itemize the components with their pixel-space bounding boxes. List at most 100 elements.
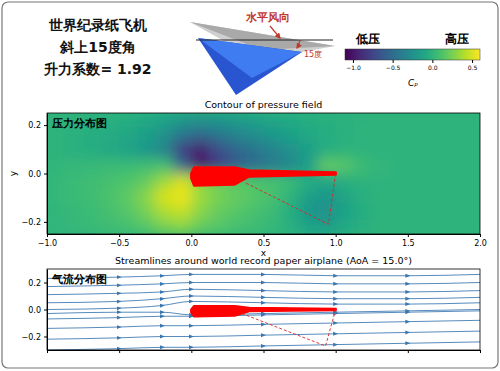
heatmap-cell (191, 204, 210, 220)
heatmap-cell (462, 204, 480, 220)
heatmap-cell (300, 143, 319, 159)
heatmap-cell (137, 219, 156, 234)
tick: 0.2 (28, 121, 47, 130)
tick-label: −1.0 (38, 239, 57, 248)
tick-label: −1.0 (346, 64, 361, 71)
plot-frame (47, 113, 480, 234)
tick-mark (119, 234, 120, 237)
heatmap-cell (282, 204, 301, 220)
heatmap-cell (462, 174, 480, 190)
heatmap-cell (282, 128, 301, 144)
heatmap-cell (336, 219, 355, 234)
heatmap-cell (173, 128, 192, 144)
heatmap-cell (137, 128, 156, 144)
heatmap-cell (65, 128, 84, 144)
tick: 0.0 (28, 170, 47, 179)
axis: −0.20.00.2 (22, 270, 48, 351)
heatmap-cell (119, 128, 138, 144)
tick-mark (353, 60, 354, 63)
heatmap-cell (462, 189, 480, 205)
heatmap-cell (101, 143, 120, 159)
heatmap-cell (119, 143, 138, 159)
heatmap-cell (300, 128, 319, 144)
heatmap-cell (191, 219, 210, 234)
airplane (191, 306, 335, 316)
heatmap-cell (354, 128, 373, 144)
heatmap-cell (390, 128, 409, 144)
tick: 0.5 (468, 60, 478, 71)
heatmap-cell (264, 204, 283, 220)
colorbar-high-label: 高压 (445, 32, 469, 46)
heatmap-cell (47, 128, 66, 144)
heatmap-cell (372, 158, 391, 174)
heatmap-cell (462, 113, 480, 129)
heatmap-cell (191, 128, 210, 144)
heatmap-cell (101, 158, 120, 174)
tick: −0.2 (22, 333, 47, 342)
tick (264, 350, 265, 353)
heatmap-cell (336, 128, 355, 144)
heatmap-cell (408, 113, 427, 129)
heatmap-cell (390, 113, 409, 129)
axis-line (346, 60, 481, 61)
tick: 0.5 (258, 234, 271, 248)
heatmap-cell (209, 219, 228, 234)
heatmap-cell (444, 143, 463, 159)
diagram-wing-blue (198, 38, 302, 95)
heatmap-cell (354, 174, 373, 190)
tick-mark (472, 60, 473, 63)
colorbar-low-label: 低压 (355, 32, 380, 46)
heatmap-cell (155, 204, 174, 220)
heatmap-cell (83, 219, 102, 234)
heatmap-cell (155, 143, 174, 159)
tick (408, 350, 409, 353)
heatmap-cell (173, 143, 192, 159)
heatmap-cell (354, 113, 373, 129)
heatmap-cell (155, 189, 174, 205)
heatmap-cell (444, 128, 463, 144)
heatmap-cell (191, 143, 210, 159)
streamline (47, 331, 480, 339)
tick: 1.5 (402, 234, 415, 248)
tick-mark (119, 350, 120, 353)
heatmap-cell (336, 204, 355, 220)
heatmap-cell (173, 189, 192, 205)
heatmap-cell (137, 189, 156, 205)
heatmap-cell (372, 189, 391, 205)
heatmap-cell (282, 113, 301, 129)
figure-border (2, 2, 498, 368)
heatmap-cell (173, 158, 192, 174)
heatmap-cell (209, 204, 228, 220)
heatmap-cell (408, 143, 427, 159)
diagram-angle-label: 15度 (304, 50, 322, 59)
heatmap-cell (372, 174, 391, 190)
tick-label: 0.0 (428, 64, 438, 71)
heatmap-cell (426, 158, 445, 174)
heatmap-cell (444, 204, 463, 220)
heatmap-cell (173, 219, 192, 234)
heatmap-cell (173, 113, 192, 129)
heatmap-cell (336, 174, 355, 190)
heatmap-cell (390, 189, 409, 205)
tick: 0.0 (185, 234, 198, 248)
heatmap-cell (137, 158, 156, 174)
heatmap-cell (390, 204, 409, 220)
tick-mark (336, 350, 337, 353)
heatmap-cell (173, 174, 192, 190)
heatmap-cell (137, 113, 156, 129)
heatmap-cell (444, 113, 463, 129)
heatmap-cell (191, 189, 210, 205)
heatmap-cell (372, 204, 391, 220)
heatmap-cell (83, 158, 102, 174)
tick-mark (44, 283, 47, 284)
tick-label: −0.2 (22, 333, 41, 342)
diagram: 水平风向15度 (190, 11, 335, 95)
heatmap-cell (426, 204, 445, 220)
heatmap-cell (119, 113, 138, 129)
heatmap-cell (426, 174, 445, 190)
heatmap-cell (318, 143, 337, 159)
heatmap-cell (155, 174, 174, 190)
diagram-wing-blue-light (198, 38, 302, 78)
heatmap-cell (155, 113, 174, 129)
axis: −0.20.00.2 (22, 114, 48, 235)
